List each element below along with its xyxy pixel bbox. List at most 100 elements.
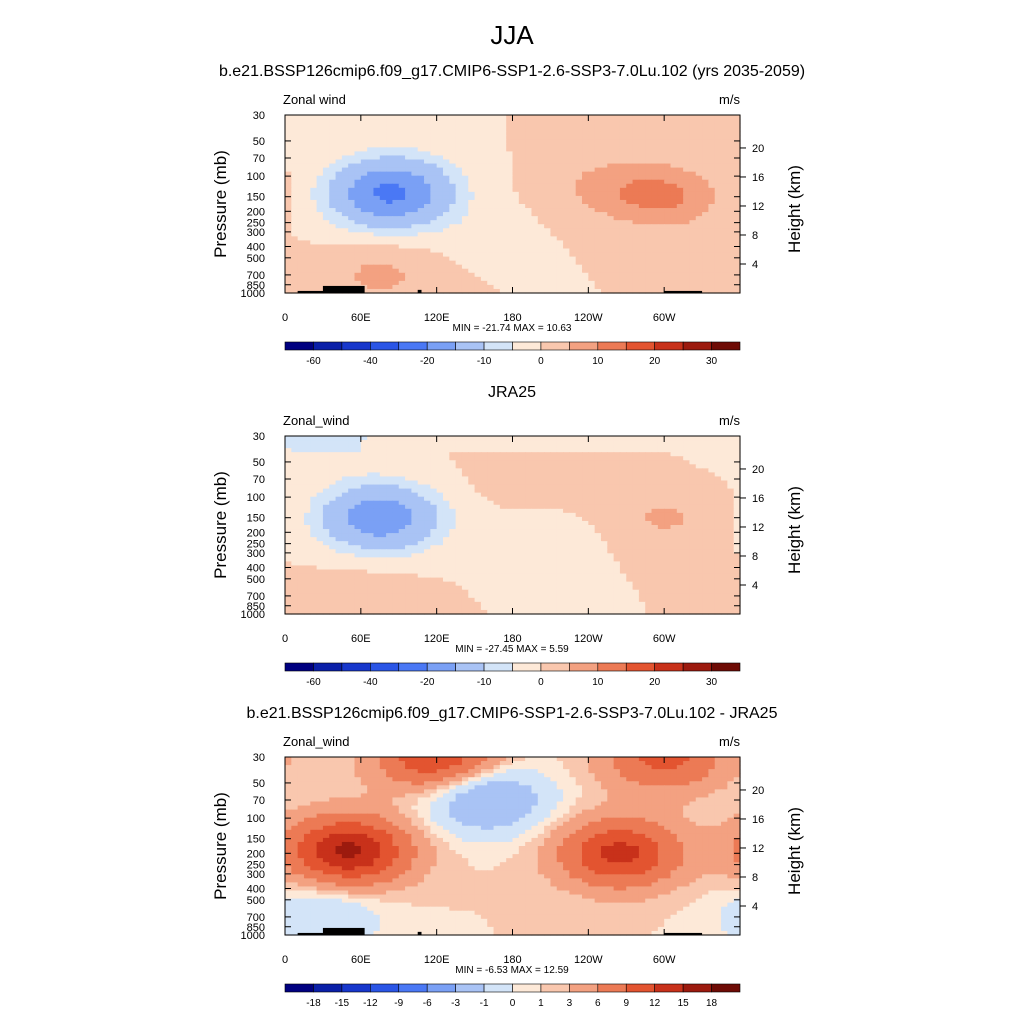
field-cell [297, 131, 305, 136]
field-cell [619, 187, 627, 193]
field-cell [582, 500, 589, 506]
field-cell [405, 520, 412, 526]
field-cell [291, 284, 299, 290]
field-cell [468, 460, 476, 465]
field-cell [708, 452, 716, 457]
field-cell [285, 464, 292, 469]
field-cell [360, 516, 368, 522]
field-cell [525, 155, 533, 161]
y2-tick-label: 16 [752, 172, 764, 184]
field-cell [645, 199, 653, 205]
field-cell [341, 139, 349, 144]
field-cell [411, 476, 419, 482]
field-cell [632, 456, 640, 461]
field-cell [626, 492, 634, 498]
field-cell [354, 139, 362, 144]
field-cell [619, 500, 627, 506]
field-cell [550, 204, 558, 209]
field-cell [695, 175, 703, 181]
field-cell [702, 272, 709, 278]
field-cell [714, 159, 722, 165]
field-cell [506, 236, 514, 242]
field-cell [575, 440, 583, 445]
field-cell [613, 276, 621, 282]
field-cell [316, 143, 324, 148]
field-cell [341, 476, 349, 482]
field-cell [360, 500, 368, 506]
field-cell [392, 248, 400, 254]
field-cell [594, 228, 602, 233]
field-cell [721, 248, 728, 254]
field-cell [411, 236, 419, 242]
field-cell [291, 127, 299, 132]
field-cell [392, 512, 400, 518]
field-cell [582, 468, 589, 474]
field-cell [436, 216, 444, 221]
field-cell [487, 179, 495, 185]
field-cell [348, 276, 356, 282]
field-cell [430, 500, 438, 506]
field-cell [455, 252, 463, 258]
field-cell [607, 199, 615, 205]
field-cell [714, 171, 722, 177]
field-cell [537, 115, 545, 120]
field-cell [518, 516, 526, 522]
field-cell [373, 436, 381, 441]
field-cell [525, 123, 533, 128]
field-cell [588, 444, 596, 449]
field-cell [582, 460, 589, 465]
field-cell [360, 525, 368, 530]
field-cell [569, 468, 577, 474]
field-cell [721, 228, 728, 233]
field-cell [493, 529, 501, 534]
field-cell [632, 496, 640, 502]
field-cell [664, 504, 672, 510]
field-cell [594, 163, 602, 169]
field-cell [512, 155, 520, 161]
field-cell [474, 456, 482, 461]
field-cell [461, 448, 469, 453]
field-cell [563, 167, 570, 173]
field-cell [398, 508, 406, 514]
field-cell [689, 175, 697, 181]
field-cell [341, 529, 349, 534]
field-cell [310, 512, 318, 518]
field-cell [303, 191, 311, 197]
field-cell [600, 525, 608, 530]
field-cell [461, 143, 469, 148]
field-cell [733, 464, 741, 469]
field-cell [430, 476, 438, 482]
field-cell [487, 208, 495, 213]
field-cell [670, 248, 678, 254]
field-cell [676, 139, 684, 144]
field-cell [550, 143, 558, 148]
field-cell [367, 244, 375, 250]
field-cell [436, 276, 444, 282]
field-cell [386, 151, 394, 157]
field-cell [449, 159, 457, 165]
field-cell [449, 187, 457, 193]
field-cell [430, 171, 438, 177]
colorbar-label: -20 [420, 356, 435, 367]
field-cell [303, 500, 311, 506]
field-cell [582, 256, 589, 262]
field-cell [664, 464, 672, 469]
field-cell [645, 512, 653, 518]
field-cell [664, 216, 672, 221]
field-cell [544, 187, 552, 193]
field-cell [474, 127, 482, 132]
field-cell [525, 216, 533, 221]
field-cell [392, 492, 400, 498]
field-cell [721, 440, 728, 445]
field-cell [708, 248, 716, 254]
field-cell [310, 244, 318, 250]
field-cell [322, 264, 330, 270]
field-cell [544, 264, 552, 270]
field-cell [670, 264, 678, 270]
field-cell [398, 147, 406, 153]
field-cell [442, 232, 450, 237]
field-cell [322, 452, 330, 457]
field-cell [588, 525, 596, 530]
field-cell [322, 143, 330, 148]
field-cell [322, 220, 330, 225]
